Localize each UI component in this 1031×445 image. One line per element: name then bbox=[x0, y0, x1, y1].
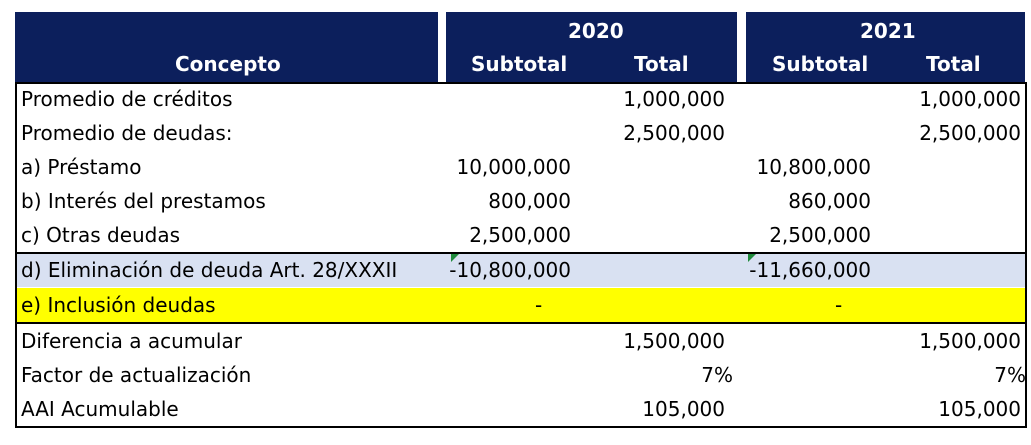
table-row-otras-deudas[interactable]: c) Otras deudas 2,500,000 2,500,000 bbox=[15, 218, 1025, 252]
header-year-2021[interactable]: 2021 Subtotal Total bbox=[746, 12, 1025, 82]
header-subtotal-2020: Subtotal bbox=[471, 52, 568, 76]
subtotal-2021-cell: - bbox=[835, 293, 843, 317]
row-label: Promedio de créditos bbox=[21, 87, 233, 111]
header-total-2021: Total bbox=[926, 52, 981, 76]
row-label: e) Inclusión deudas bbox=[21, 293, 216, 317]
total-2020-cell: 1,500,000 bbox=[623, 329, 725, 353]
row-label: Factor de actualización bbox=[21, 363, 252, 387]
header-year-2021-label: 2021 bbox=[860, 19, 916, 43]
table-row-inclusion-deudas[interactable]: e) Inclusión deudas - - bbox=[15, 288, 1025, 322]
total-2020-cell: 105,000 bbox=[642, 397, 725, 421]
subtotal-2021-cell: 10,800,000 bbox=[756, 155, 871, 179]
subtotal-2020-cell: 10,000,000 bbox=[456, 155, 571, 179]
table-row-prestamo[interactable]: a) Préstamo 10,000,000 10,800,000 bbox=[15, 150, 1025, 184]
row-label: AAI Acumulable bbox=[21, 397, 179, 421]
subtotal-2021-cell: 860,000 bbox=[788, 189, 871, 213]
total-2021-cell: 105,000 bbox=[938, 397, 1021, 421]
total-2020-cell: 1,000,000 bbox=[623, 87, 725, 111]
row-label: d) Eliminación de deuda Art. 28/XXXII bbox=[21, 258, 398, 282]
comment-indicator-icon[interactable] bbox=[451, 254, 459, 262]
total-2021-cell: 2,500,000 bbox=[919, 121, 1021, 145]
subtotal-2020-cell: 800,000 bbox=[488, 189, 571, 213]
comment-indicator-icon[interactable] bbox=[748, 254, 756, 262]
header-concepto-label: Concepto bbox=[175, 52, 281, 76]
table-row-diferencia-acumular[interactable]: Diferencia a acumular 1,500,000 1,500,00… bbox=[15, 324, 1025, 358]
total-2020-cell: 2,500,000 bbox=[623, 121, 725, 145]
header-subtotal-2021: Subtotal bbox=[772, 52, 869, 76]
row-label: b) Interés del prestamos bbox=[21, 189, 266, 213]
subtotal-2020-cell: -10,800,000 bbox=[449, 258, 571, 282]
table-row-eliminacion-deuda[interactable]: d) Eliminación de deuda Art. 28/XXXII -1… bbox=[15, 253, 1025, 287]
total-2020-cell: 7% bbox=[701, 363, 733, 387]
total-2021-cell: 1,000,000 bbox=[919, 87, 1021, 111]
table-row-interes-prestamos[interactable]: b) Interés del prestamos 800,000 860,000 bbox=[15, 184, 1025, 218]
table-row-promedio-deudas[interactable]: Promedio de deudas: 2,500,000 2,500,000 bbox=[15, 116, 1025, 150]
header-concepto[interactable]: Concepto bbox=[15, 12, 438, 82]
row-label: c) Otras deudas bbox=[21, 223, 181, 247]
header-total-2020: Total bbox=[634, 52, 689, 76]
row-label: Promedio de deudas: bbox=[21, 121, 233, 145]
header-year-2020-label: 2020 bbox=[568, 19, 624, 43]
subtotal-2021-cell: -11,660,000 bbox=[749, 258, 871, 282]
table-row-promedio-creditos[interactable]: Promedio de créditos 1,000,000 1,000,000 bbox=[15, 82, 1025, 116]
row-label: Diferencia a acumular bbox=[21, 329, 242, 353]
subtotal-2020-cell: 2,500,000 bbox=[469, 223, 571, 247]
subtotal-2021-cell: 2,500,000 bbox=[769, 223, 871, 247]
row-label: a) Préstamo bbox=[21, 155, 142, 179]
header-year-2020[interactable]: 2020 Subtotal Total bbox=[446, 12, 737, 82]
table-row-aai-acumulable[interactable]: AAI Acumulable 105,000 105,000 bbox=[15, 392, 1025, 426]
subtotal-2020-cell: - bbox=[535, 293, 543, 317]
total-2021-cell: 7% bbox=[994, 363, 1026, 387]
total-2021-cell: 1,500,000 bbox=[919, 329, 1021, 353]
table-row-factor-actualizacion[interactable]: Factor de actualización 7% 7% bbox=[15, 358, 1026, 392]
